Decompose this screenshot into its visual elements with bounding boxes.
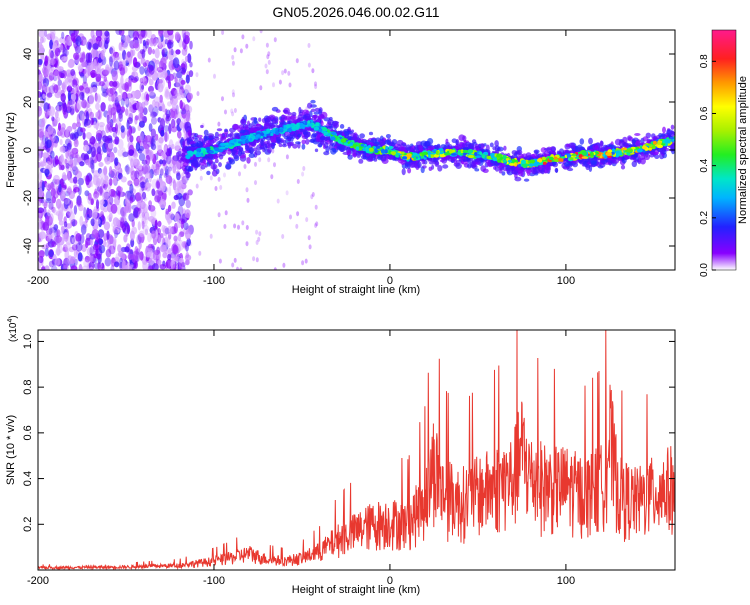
snr-scale-label: (x104) <box>7 315 19 342</box>
colorbar-tick-label: 0.6 <box>699 106 710 120</box>
y-tick-label: 0.6 <box>22 425 34 440</box>
colorbar-gradient <box>712 30 736 270</box>
x-tick-label: -100 <box>203 575 225 587</box>
snr-scale-prefix: (x10 <box>8 322 19 342</box>
y-tick-label: 1.0 <box>22 334 34 349</box>
spectrogram-xlabel: Height of straight line (km) <box>292 284 420 296</box>
colorbar-tick-label: 0.0 <box>699 263 710 277</box>
colorbar: 0.0 0.2 0.4 0.6 0.8 Normalized spectral ampl… <box>699 30 749 277</box>
y-tick-label: 0 <box>22 147 34 153</box>
spectrogram-ylabel: Frequency (Hz) <box>5 112 17 188</box>
y-tick-label: 0.4 <box>22 471 34 486</box>
snr-ylabel: SNR (10 * v/v) <box>5 415 17 485</box>
colorbar-tick-label: 0.4 <box>699 158 710 172</box>
x-tick-label: -200 <box>27 275 49 287</box>
y-tick-label: -20 <box>22 190 34 206</box>
x-tick-label: -200 <box>27 575 49 587</box>
y-tick-label: 0.2 <box>22 517 34 532</box>
x-tick-label: -100 <box>203 275 225 287</box>
colorbar-tick-label: 0.2 <box>699 210 710 224</box>
x-tick-label: 100 <box>557 275 575 287</box>
y-tick-label: 40 <box>22 48 34 60</box>
y-tick-label: 20 <box>22 96 34 108</box>
colorbar-label: Normalized spectral amplitude <box>737 76 749 224</box>
y-tick-label: 0.8 <box>22 379 34 394</box>
snr-scale-suffix: ) <box>8 315 19 318</box>
snr-xlabel: Height of straight line (km) <box>292 584 420 596</box>
colorbar-tick-label: 0.8 <box>699 54 710 68</box>
y-tick-label: -40 <box>22 238 34 254</box>
figure-title: GN05.2026.046.00.02.G11 <box>272 4 439 20</box>
x-tick-label: 100 <box>557 575 575 587</box>
